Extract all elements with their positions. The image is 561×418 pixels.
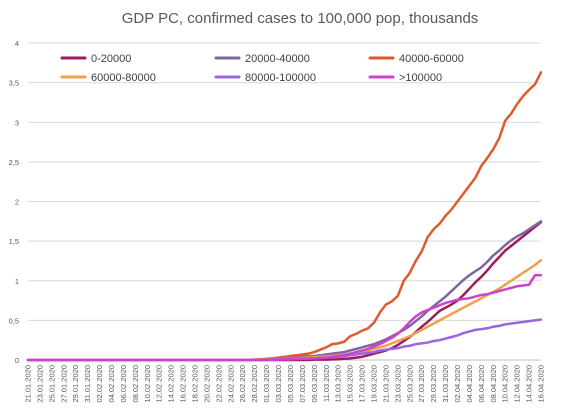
series-line bbox=[26, 71, 543, 362]
x-tick-label: 12.04.2020 bbox=[513, 365, 522, 403]
x-axis: 21.01.2020 23.01.2020 25.01.2020 27.01.2020… bbox=[24, 365, 546, 403]
x-tick-label: 14.02.2020 bbox=[167, 365, 176, 403]
x-tick-label: 08.02.2020 bbox=[131, 365, 140, 403]
x-tick-label: 28.02.2020 bbox=[250, 365, 259, 403]
x-tick-label: 06.04.2020 bbox=[477, 365, 486, 403]
x-tick-label: 10.02.2020 bbox=[143, 365, 152, 403]
x-tick-label: 16.02.2020 bbox=[179, 365, 188, 403]
legend: 0-20000 20000-40000 40000-60000 60000-80000… bbox=[60, 53, 464, 84]
x-tick-label: 01.03.2020 bbox=[262, 365, 271, 403]
x-tick-label: 19.03.2020 bbox=[369, 365, 378, 403]
series-line bbox=[26, 273, 543, 362]
x-tick-label: 08.04.2020 bbox=[489, 365, 498, 403]
chart-title: GDP PC, confirmed cases to 100,000 pop, … bbox=[122, 10, 479, 27]
x-tick-label: 04.04.2020 bbox=[465, 365, 474, 403]
x-tick-label: 23.03.2020 bbox=[393, 365, 402, 403]
x-tick-label: 22.02.2020 bbox=[214, 365, 223, 403]
y-tick-label: 0,5 bbox=[9, 316, 19, 325]
series-line bbox=[26, 220, 543, 362]
x-tick-label: 27.03.2020 bbox=[417, 365, 426, 403]
y-axis: 0 0,5 1 1,5 2 2,5 3 3,5 4 bbox=[9, 39, 19, 365]
y-tick-label: 2 bbox=[15, 198, 19, 207]
x-tick-label: 23.01.2020 bbox=[35, 365, 44, 403]
legend-label: 40000-60000 bbox=[399, 53, 464, 65]
y-tick-label: 4 bbox=[15, 39, 19, 48]
x-tick-label: 21.03.2020 bbox=[381, 365, 390, 403]
x-tick-label: 20.02.2020 bbox=[202, 365, 211, 403]
x-tick-label: 26.02.2020 bbox=[238, 365, 247, 403]
x-tick-label: 12.02.2020 bbox=[155, 365, 164, 403]
x-tick-label: 09.03.2020 bbox=[310, 365, 319, 403]
x-tick-label: 02.02.2020 bbox=[95, 365, 104, 403]
x-tick-label: 13.03.2020 bbox=[334, 365, 343, 403]
x-tick-label: 27.01.2020 bbox=[59, 365, 68, 403]
x-tick-label: 15.03.2020 bbox=[346, 365, 355, 403]
legend-label: 60000-80000 bbox=[91, 72, 156, 84]
x-tick-label: 18.02.2020 bbox=[191, 365, 200, 403]
series-lines bbox=[26, 71, 543, 362]
series-line bbox=[26, 318, 543, 362]
x-tick-label: 24.02.2020 bbox=[226, 365, 235, 403]
x-tick-label: 31.03.2020 bbox=[441, 365, 450, 403]
y-tick-label: 2,5 bbox=[9, 158, 19, 167]
series-line bbox=[26, 220, 543, 362]
legend-label: 0-20000 bbox=[91, 53, 131, 65]
x-tick-label: 06.02.2020 bbox=[119, 365, 128, 403]
legend-label: 20000-40000 bbox=[245, 53, 310, 65]
x-tick-label: 05.03.2020 bbox=[286, 365, 295, 403]
x-tick-label: 10.04.2020 bbox=[501, 365, 510, 403]
x-tick-label: 04.02.2020 bbox=[107, 365, 116, 403]
x-tick-label: 17.03.2020 bbox=[358, 365, 367, 403]
y-tick-label: 3,5 bbox=[9, 79, 19, 88]
legend-label: 80000-100000 bbox=[245, 72, 316, 84]
x-tick-label: 31.01.2020 bbox=[83, 365, 92, 403]
x-tick-label: 03.03.2020 bbox=[274, 365, 283, 403]
x-tick-label: 11.03.2020 bbox=[322, 365, 331, 402]
legend-label: >100000 bbox=[399, 72, 442, 84]
y-tick-label: 0 bbox=[15, 356, 19, 365]
x-tick-label: 29.01.2020 bbox=[71, 365, 80, 403]
x-tick-label: 21.01.2020 bbox=[24, 365, 33, 403]
x-tick-label: 07.03.2020 bbox=[298, 365, 307, 403]
gridlines bbox=[28, 42, 541, 361]
y-tick-label: 1,5 bbox=[9, 237, 19, 246]
x-tick-label: 25.03.2020 bbox=[405, 365, 414, 403]
x-tick-label: 29.03.2020 bbox=[429, 365, 438, 403]
x-tick-label: 14.04.2020 bbox=[525, 365, 534, 403]
series-line bbox=[26, 258, 543, 362]
x-tick-label: 25.01.2020 bbox=[47, 365, 56, 403]
x-tick-label: 02.04.2020 bbox=[453, 365, 462, 403]
x-tick-label: 16.04.2020 bbox=[537, 365, 546, 403]
y-tick-label: 1 bbox=[15, 277, 19, 286]
y-tick-label: 3 bbox=[15, 118, 19, 127]
